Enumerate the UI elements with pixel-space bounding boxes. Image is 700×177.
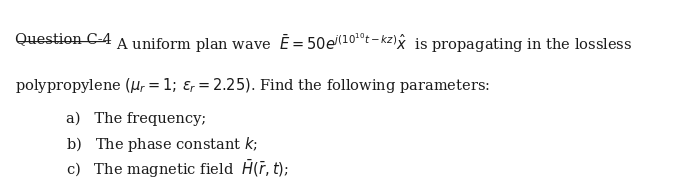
Text: polypropylene $\left(\mu_r=1;\,\varepsilon_r=2.25\right)$. Find the following pa: polypropylene $\left(\mu_r=1;\,\varepsil…	[15, 76, 490, 95]
Text: a)   The frequency;: a) The frequency;	[66, 112, 206, 126]
Text: A uniform plan wave  $\bar{E}=50e^{j(10^{10}t-kz)}\hat{x}$  is propagating in th: A uniform plan wave $\bar{E}=50e^{j(10^{…	[112, 32, 632, 55]
Text: Question C-4: Question C-4	[15, 32, 112, 46]
Text: c)   The magnetic field  $\bar{H}(\bar{r},t)$;: c) The magnetic field $\bar{H}(\bar{r},t…	[66, 158, 289, 177]
Text: b)   The phase constant $k$;: b) The phase constant $k$;	[66, 135, 258, 153]
